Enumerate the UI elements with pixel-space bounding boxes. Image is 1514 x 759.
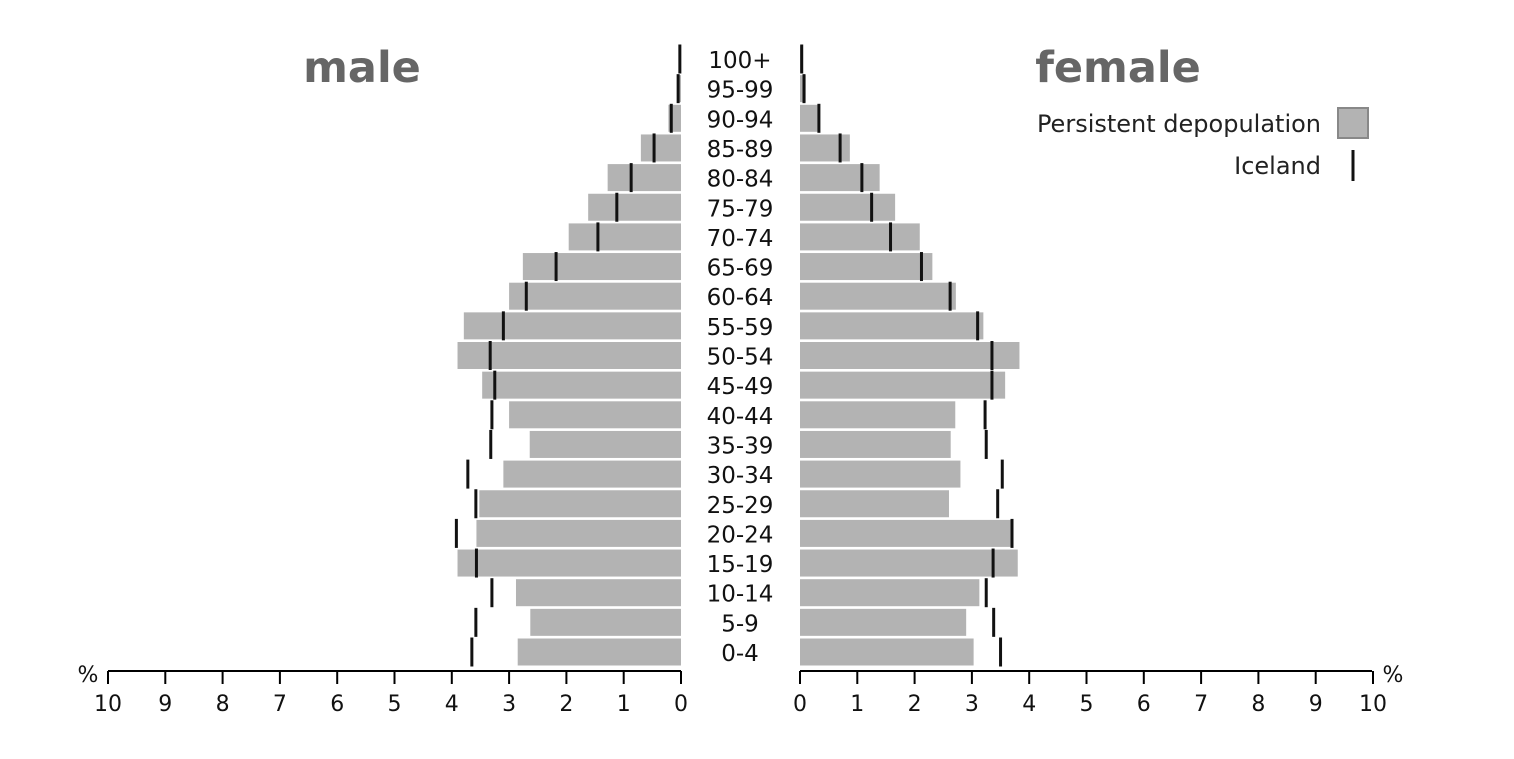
male-bar-15-19 (457, 549, 681, 577)
male-bar-0-4 (517, 638, 681, 666)
male-tick-label-8: 8 (216, 692, 230, 717)
female-tick-label-9: 9 (1309, 692, 1323, 717)
age-label-0-4: 0-4 (721, 641, 759, 667)
female-bar-30-34 (800, 460, 961, 488)
male-bar-65-69 (522, 253, 681, 281)
female-bar-75-79 (800, 193, 896, 221)
male-bar-80-84 (607, 164, 681, 192)
female-tick-label-2: 2 (908, 692, 922, 717)
age-labels: 0-4 5-9 10-14 15-19 20-24 25-29 30-34 35-39 40-4… (707, 48, 774, 667)
iceland-ticks-layer (454, 44, 1014, 667)
age-label-5-9: 5-9 (721, 611, 759, 637)
age-label-25-29: 25-29 (707, 493, 774, 519)
female-bar-65-69 (800, 253, 933, 281)
legend-label-depopulation: Persistent depopulation (1037, 110, 1321, 138)
male-tick-label-7: 7 (273, 692, 287, 717)
bars-layer (457, 45, 1020, 666)
female-tick-label-5: 5 (1080, 692, 1094, 717)
female-tick-label-3: 3 (965, 692, 979, 717)
female-bar-0-4 (800, 638, 974, 666)
female-title: female (1035, 43, 1201, 93)
male-tick-label-5: 5 (388, 692, 402, 717)
male-bar-30-34 (503, 460, 681, 488)
male-bar-20-24 (476, 519, 681, 547)
male-bar-5-9 (530, 608, 681, 636)
female-tick-label-6: 6 (1137, 692, 1151, 717)
male-bar-40-44 (509, 401, 681, 429)
female-bar-85-89 (800, 134, 850, 162)
female-bar-70-74 (800, 223, 920, 251)
age-label-45-49: 45-49 (707, 374, 774, 400)
age-label-80-84: 80-84 (707, 167, 774, 193)
male-title: male (303, 43, 421, 93)
age-label-85-89: 85-89 (707, 137, 774, 163)
male-bar-85-89 (640, 134, 681, 162)
male-bar-70-74 (568, 223, 681, 251)
female-tick-label-10: 10 (1359, 692, 1387, 717)
male-tick-label-1: 1 (617, 692, 631, 717)
male-tick-label-9: 9 (158, 692, 172, 717)
female-bar-20-24 (800, 519, 1014, 547)
age-label-35-39: 35-39 (707, 433, 774, 459)
male-bar-35-39 (529, 430, 681, 458)
female-bar-60-64 (800, 282, 956, 310)
female-bar-45-49 (800, 371, 1006, 399)
female-bar-10-14 (800, 579, 980, 607)
male-tick-label-4: 4 (445, 692, 459, 717)
male-unit-label: % (78, 663, 99, 688)
female-tick-label-4: 4 (1022, 692, 1036, 717)
male-bar-50-54 (457, 342, 681, 369)
age-label-15-19: 15-19 (707, 552, 774, 578)
age-label-10-14: 10-14 (707, 582, 774, 608)
x-axis-ticks: 0 0 1 1 2 2 3 3 4 4 5 5 6 6 7 7 8 8 9 9 10 10 (94, 671, 1387, 717)
male-tick-label-10: 10 (94, 692, 122, 717)
female-tick-label-1: 1 (850, 692, 864, 717)
age-label-75-79: 75-79 (707, 196, 774, 222)
age-label-30-34: 30-34 (707, 463, 774, 489)
female-bar-55-59 (800, 312, 984, 340)
legend-swatch-depopulation (1337, 107, 1369, 139)
age-label-55-59: 55-59 (707, 315, 774, 341)
male-bar-45-49 (482, 371, 681, 399)
female-bar-35-39 (800, 430, 951, 458)
female-bar-50-54 (800, 342, 1020, 369)
age-label-40-44: 40-44 (707, 404, 774, 430)
male-tick-label-2: 2 (559, 692, 573, 717)
female-bar-25-29 (800, 490, 949, 518)
male-bar-25-29 (479, 490, 681, 518)
male-tick-label-3: 3 (502, 692, 516, 717)
female-bar-90-94 (800, 104, 818, 132)
male-bar-55-59 (463, 312, 681, 340)
female-bar-15-19 (800, 549, 1018, 577)
female-tick-label-8: 8 (1251, 692, 1265, 717)
female-tick-label-0: 0 (793, 692, 807, 717)
male-bar-75-79 (588, 193, 681, 221)
age-label-50-54: 50-54 (707, 345, 774, 371)
legend-label-iceland: Iceland (1234, 152, 1321, 180)
male-tick-label-0: 0 (674, 692, 688, 717)
age-label-60-64: 60-64 (707, 285, 774, 311)
female-bar-5-9 (800, 608, 967, 636)
age-label-90-94: 90-94 (707, 107, 774, 133)
age-label-65-69: 65-69 (707, 256, 774, 282)
female-bar-40-44 (800, 401, 956, 429)
legend: Persistent depopulation Iceland (1037, 107, 1369, 181)
age-label-100+: 100+ (708, 48, 771, 74)
male-bar-60-64 (509, 282, 681, 310)
age-label-70-74: 70-74 (707, 226, 774, 252)
age-label-20-24: 20-24 (707, 522, 774, 548)
male-bar-95-99 (679, 75, 681, 103)
age-label-95-99: 95-99 (707, 78, 774, 104)
female-bar-80-84 (800, 164, 880, 192)
female-unit-label: % (1383, 663, 1404, 688)
female-tick-label-7: 7 (1194, 692, 1208, 717)
male-tick-label-6: 6 (330, 692, 344, 717)
male-bar-10-14 (515, 579, 681, 607)
